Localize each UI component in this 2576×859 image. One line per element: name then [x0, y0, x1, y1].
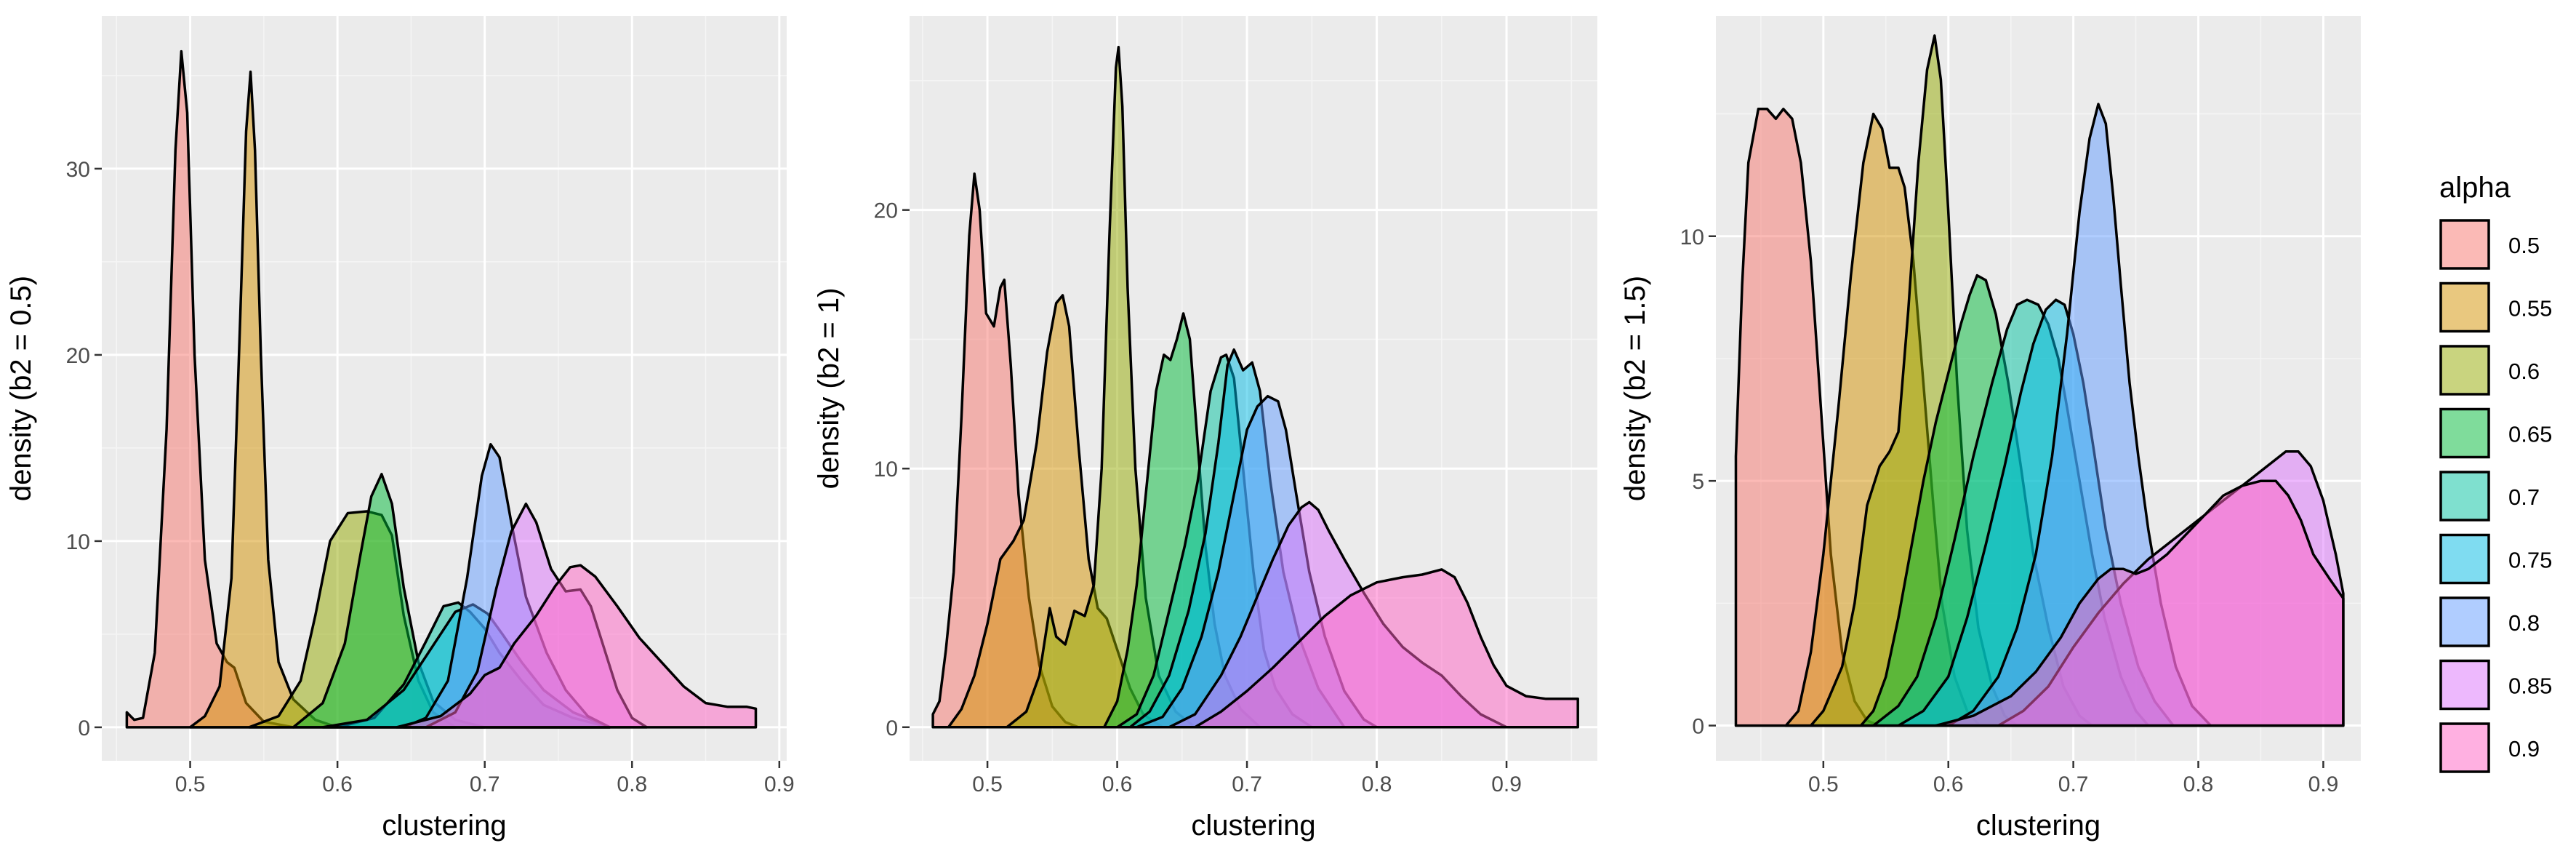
legend-key-0.75 — [2439, 533, 2490, 585]
x-tick-label: 0.7 — [1232, 772, 1262, 796]
x-tick-label: 0.8 — [2183, 772, 2214, 796]
legend-key-0.8 — [2439, 596, 2490, 647]
x-axis-title: clustering — [1976, 810, 2100, 842]
y-axis-title: density (b2 = 1) — [813, 288, 845, 490]
y-tick-label: 20 — [66, 344, 90, 368]
panel-b2-1.5: 0.5 0.6 0.7 0.8 0.9 0 5 10 clustering density (b2… — [1619, 16, 2361, 842]
x-tick-label: 0.9 — [764, 772, 795, 796]
legend-key-0.9 — [2439, 722, 2490, 773]
x-tick-label: 0.5 — [175, 772, 206, 796]
legend-key-0.85 — [2439, 659, 2490, 711]
y-tick-label: 10 — [874, 458, 898, 482]
y-tick-label: 30 — [66, 158, 90, 182]
x-tick-label: 0.5 — [972, 772, 1003, 796]
legend-key-0.65 — [2439, 407, 2490, 459]
y-tick-label: 20 — [874, 199, 898, 223]
legend-key-0.5 — [2439, 219, 2490, 270]
panel-b2-1: 0.5 0.6 0.7 0.8 0.9 0 10 20 clustering density (b… — [813, 16, 1597, 842]
x-tick-label: 0.5 — [1808, 772, 1839, 796]
x-tick-label: 0.8 — [617, 772, 647, 796]
y-tick-label: 10 — [1680, 225, 1704, 249]
density-area-alpha-0.9 — [1934, 479, 2345, 727]
legend-label-0.7: 0.7 — [2508, 484, 2540, 510]
panel-b2-0.5: 0.5 0.6 0.7 0.8 0.9 0 10 20 30 clustering density … — [5, 16, 795, 842]
density-area-alpha-0.9 — [1193, 568, 1579, 729]
y-tick-label: 10 — [66, 530, 90, 554]
legend-label-0.55: 0.55 — [2508, 296, 2552, 321]
density-areas — [931, 45, 1579, 729]
y-axis-title: density (b2 = 1.5) — [1619, 276, 1651, 501]
x-axis-title: clustering — [1191, 810, 1315, 842]
legend-key-0.55 — [2439, 281, 2490, 333]
density-areas — [1734, 34, 2345, 727]
x-axis-title: clustering — [382, 810, 506, 842]
legend: alpha 0.5 0.55 0.6 0.65 0.7 0.75 0.8 0.85 0.9 — [2439, 172, 2552, 773]
legend-label-0.8: 0.8 — [2508, 610, 2540, 636]
legend-label-0.65: 0.65 — [2508, 422, 2552, 447]
legend-title: alpha — [2439, 172, 2511, 204]
x-tick-label: 0.9 — [1491, 772, 1522, 796]
y-tick-label: 0 — [1692, 715, 1704, 739]
y-tick-label: 0 — [886, 716, 898, 740]
density-areas — [125, 49, 758, 729]
x-tick-label: 0.8 — [1362, 772, 1392, 796]
x-tick-label: 0.7 — [470, 772, 500, 796]
legend-key-0.6 — [2439, 345, 2490, 396]
legend-label-0.5: 0.5 — [2508, 233, 2540, 258]
legend-label-0.9: 0.9 — [2508, 736, 2540, 762]
x-tick-label: 0.9 — [2308, 772, 2339, 796]
y-tick-label: 0 — [78, 716, 90, 740]
legend-label-0.75: 0.75 — [2508, 548, 2552, 573]
legend-key-0.7 — [2439, 471, 2490, 522]
x-tick-label: 0.6 — [322, 772, 353, 796]
x-tick-label: 0.6 — [1102, 772, 1133, 796]
y-axis-title: density (b2 = 0.5) — [5, 276, 37, 501]
legend-label-0.85: 0.85 — [2508, 674, 2552, 699]
density-area-alpha-0.9 — [395, 564, 758, 729]
x-tick-label: 0.6 — [1933, 772, 1964, 796]
y-tick-label: 5 — [1692, 470, 1704, 494]
x-tick-label: 0.7 — [2058, 772, 2089, 796]
legend-label-0.6: 0.6 — [2508, 359, 2540, 384]
